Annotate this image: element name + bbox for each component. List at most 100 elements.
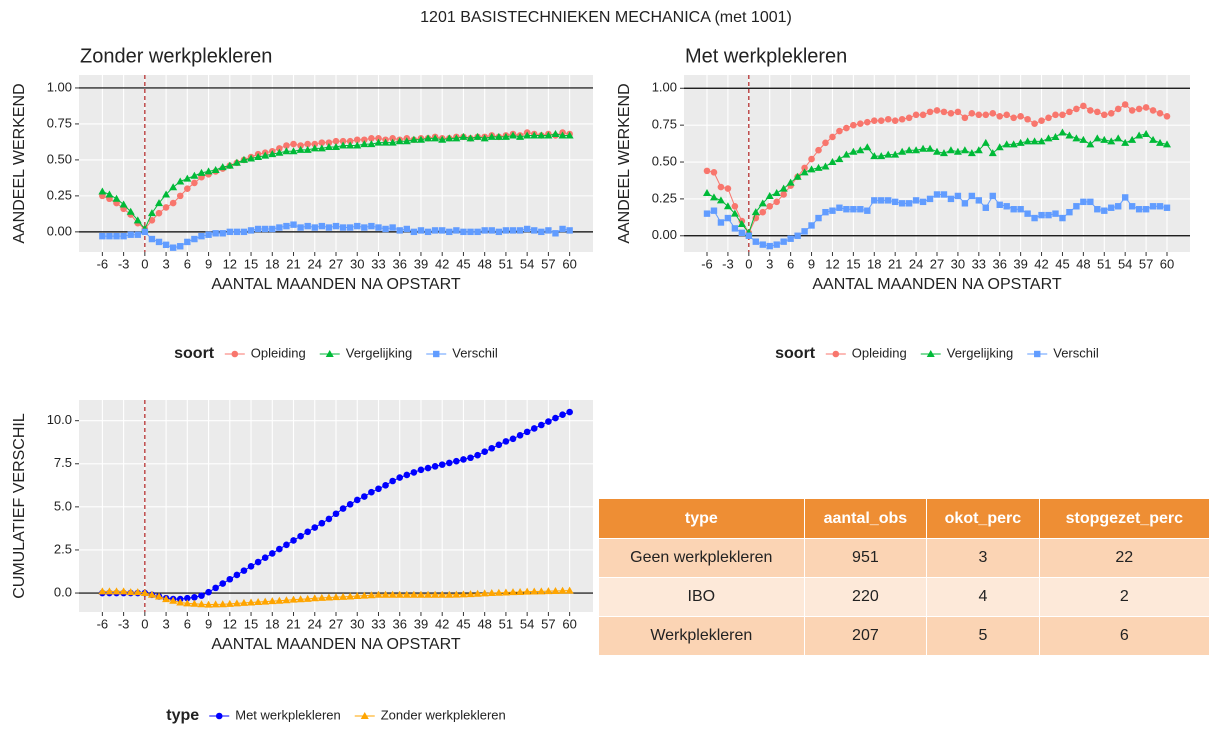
point <box>353 591 362 599</box>
point <box>133 588 142 596</box>
point <box>268 597 277 605</box>
y-tick-label: 0.50 <box>652 153 677 168</box>
point <box>885 197 892 204</box>
y-tick-label: 0.75 <box>652 117 677 132</box>
point <box>1017 113 1024 120</box>
point <box>169 244 177 251</box>
point <box>1142 130 1151 137</box>
x-tick-label: 57 <box>541 256 555 271</box>
point <box>191 235 198 243</box>
point <box>989 110 997 117</box>
point <box>968 192 976 200</box>
x-tick-label: 48 <box>477 616 491 631</box>
point <box>297 142 304 149</box>
panel-title: Zonder werkplekleren <box>80 45 272 67</box>
x-tick-label: -3 <box>722 256 734 271</box>
point <box>552 230 559 237</box>
point <box>1010 114 1017 122</box>
point <box>119 587 128 595</box>
x-tick-label: 33 <box>972 256 986 271</box>
point <box>905 200 913 207</box>
point <box>254 558 262 566</box>
point <box>133 216 142 224</box>
point <box>354 222 361 230</box>
point <box>225 161 234 169</box>
point <box>368 135 375 142</box>
point <box>446 228 453 236</box>
point <box>325 515 333 523</box>
y-tick-label: 0.50 <box>47 151 72 166</box>
point <box>843 206 850 213</box>
point <box>474 451 481 459</box>
point <box>254 598 263 606</box>
point <box>565 586 574 594</box>
point <box>254 153 263 161</box>
x-tick-label: 24 <box>909 256 923 271</box>
point <box>559 411 566 418</box>
point <box>1142 104 1150 111</box>
point <box>368 222 375 230</box>
point <box>919 198 927 206</box>
point <box>389 477 396 485</box>
point <box>772 189 781 196</box>
point <box>480 589 489 597</box>
point <box>176 177 185 185</box>
point <box>318 139 326 146</box>
point <box>261 597 270 605</box>
point <box>219 230 226 237</box>
x-tick-label: 51 <box>1097 256 1111 271</box>
point <box>745 232 753 239</box>
point <box>474 228 481 236</box>
point <box>219 580 227 587</box>
point <box>120 232 127 240</box>
point <box>403 471 411 479</box>
point <box>1163 140 1171 148</box>
point <box>197 168 206 176</box>
x-tick-label: 39 <box>414 256 428 271</box>
point <box>317 144 326 152</box>
point <box>891 117 899 125</box>
point <box>1149 203 1157 210</box>
point <box>177 243 184 250</box>
point <box>822 208 829 216</box>
point <box>544 587 553 595</box>
x-tick-label: 33 <box>371 616 385 631</box>
point <box>417 466 425 474</box>
point <box>1135 206 1143 213</box>
point <box>850 121 857 129</box>
x-tick-label: 15 <box>244 616 258 631</box>
point <box>339 505 347 512</box>
x-tick-label: 57 <box>541 616 555 631</box>
point <box>205 231 212 238</box>
point <box>1052 111 1059 119</box>
x-tick-label: 18 <box>867 256 881 271</box>
point <box>1038 117 1045 125</box>
x-tick-label: 57 <box>1139 256 1153 271</box>
point <box>232 599 241 607</box>
point <box>1066 108 1073 116</box>
point <box>304 222 311 230</box>
point <box>169 183 178 191</box>
y-tick-label: 1.00 <box>652 80 677 95</box>
point <box>884 115 892 123</box>
x-tick-label: 51 <box>499 616 513 631</box>
point <box>759 241 766 248</box>
point <box>240 567 248 574</box>
x-tick-label: 6 <box>184 256 191 271</box>
point <box>290 221 297 228</box>
point <box>402 590 411 598</box>
point <box>717 219 725 226</box>
point <box>1030 137 1039 145</box>
point <box>488 227 495 234</box>
point <box>148 235 156 243</box>
point <box>967 149 976 157</box>
x-tick-label: 21 <box>286 256 300 271</box>
point <box>147 209 156 217</box>
table-row: Werkplekleren 207 5 6 <box>598 616 1211 656</box>
y-tick-label: 0.0 <box>54 584 72 599</box>
point <box>231 350 239 358</box>
point <box>884 150 893 158</box>
point <box>494 132 503 140</box>
point <box>946 146 955 154</box>
point <box>731 225 739 232</box>
